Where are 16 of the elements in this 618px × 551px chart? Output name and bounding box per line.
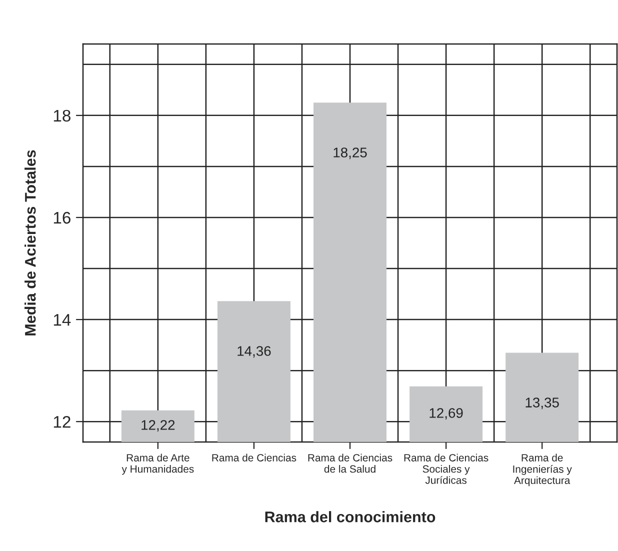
data-label: 18,25 <box>334 148 367 160</box>
x-tick-label: Rama de Ciencias Sociales y Jurídicas <box>404 454 488 484</box>
x-axis-title: Rama del conocimiento <box>265 511 436 522</box>
x-tick-label: Rama de Ciencias de la Salud <box>308 454 392 473</box>
data-label: 12,69 <box>430 408 463 420</box>
data-label: 14,36 <box>238 346 271 358</box>
x-tick-label: Rama de Ciencias <box>212 454 296 462</box>
y-tick-label: 18 <box>54 110 70 122</box>
data-label: 13,35 <box>526 398 559 410</box>
y-tick-label: 12 <box>54 416 70 428</box>
x-tick-label: Rama de Arte y Humanidades <box>122 454 194 475</box>
data-label: 12,22 <box>142 420 175 432</box>
y-axis-title: Media de Aciertos Totales <box>24 150 36 336</box>
y-tick-label: 14 <box>54 314 71 326</box>
x-tick-label: Rama de Ingenierías y Arquitectura <box>513 454 572 486</box>
y-tick-label: 16 <box>54 212 70 224</box>
